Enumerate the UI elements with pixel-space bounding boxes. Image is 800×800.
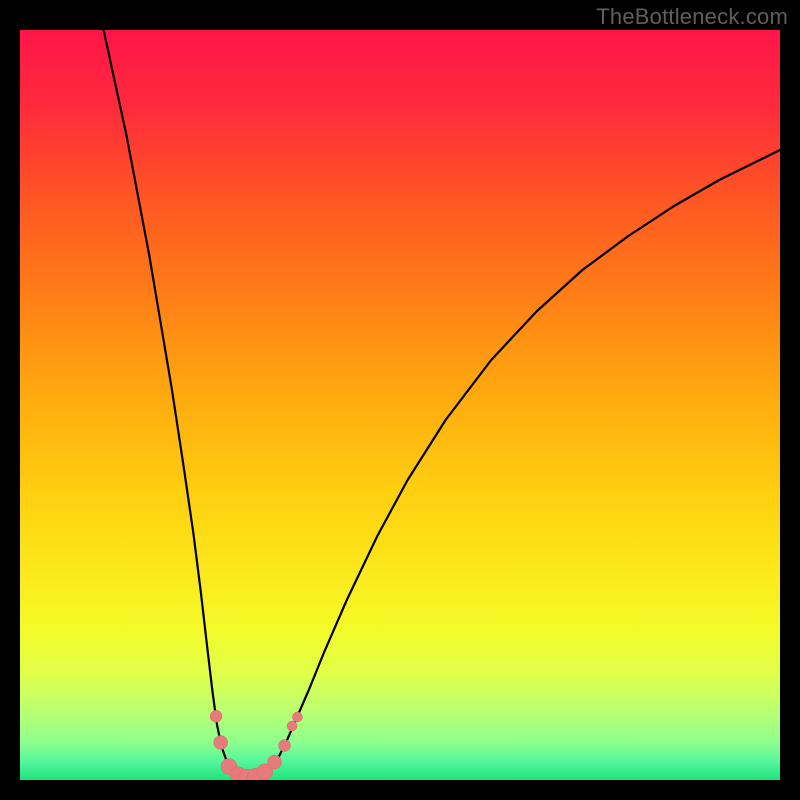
marker-dot xyxy=(287,721,297,731)
marker-dot xyxy=(292,712,302,722)
bottleneck-curve xyxy=(104,30,780,778)
markers-group xyxy=(210,710,302,780)
marker-dot xyxy=(278,740,290,752)
marker-dot xyxy=(210,710,222,722)
chart-area xyxy=(20,30,780,780)
marker-dot xyxy=(268,755,282,769)
chart-svg xyxy=(20,30,780,780)
marker-dot xyxy=(214,736,228,750)
watermark: TheBottleneck.com xyxy=(596,4,788,30)
